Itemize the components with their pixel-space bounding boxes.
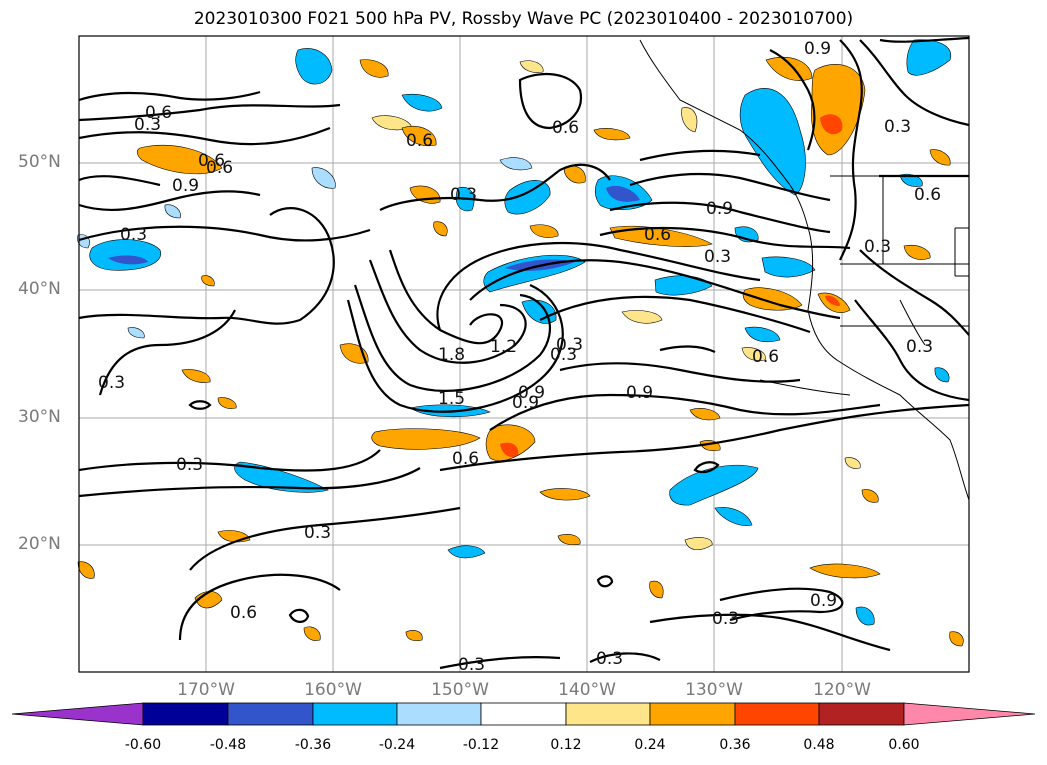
contour-label: 0.6 xyxy=(198,151,225,171)
lon-label: 130°W xyxy=(685,680,743,700)
coastlines-borders xyxy=(639,39,970,501)
lon-label: 170°W xyxy=(177,680,235,700)
contour-label: 0.3 xyxy=(458,655,485,675)
colorbar-segment xyxy=(142,702,229,726)
contour-label: 0.3 xyxy=(712,609,739,629)
colorbar-segment xyxy=(818,702,905,726)
contour-label: 0.3 xyxy=(906,337,933,357)
colorbar-tick-label: -0.48 xyxy=(209,737,247,753)
contour-label: 0.3 xyxy=(304,523,331,543)
lat-label: 30°N xyxy=(18,407,61,427)
map-title: 2023010300 F021 500 hPa PV, Rossby Wave … xyxy=(193,9,854,29)
contour-label: 1.8 xyxy=(438,345,465,365)
lon-label: 150°W xyxy=(431,680,489,700)
contour-label: 0.6 xyxy=(452,449,479,469)
contour-label: 0.3 xyxy=(596,649,623,669)
contour-label: 0.6 xyxy=(552,118,579,138)
contour-label: 0.6 xyxy=(914,185,941,205)
contour-label: 0.9 xyxy=(518,383,545,403)
colorbar-tick-label: 0.36 xyxy=(719,737,751,753)
contour-label: 0.3 xyxy=(556,335,583,355)
contour-label: 0.6 xyxy=(406,131,433,151)
colorbar-tick-label: 0.60 xyxy=(888,737,920,753)
contour-label: 0.6 xyxy=(230,603,257,623)
lat-label: 40°N xyxy=(18,279,61,299)
colorbar-tick-label: 0.48 xyxy=(803,737,835,753)
colorbar-tick-label: 0.12 xyxy=(550,737,582,753)
contour-label: 0.3 xyxy=(884,117,911,137)
lat-label: 50°N xyxy=(18,152,61,172)
plot-frame xyxy=(78,35,970,673)
contour-label: 0.9 xyxy=(810,591,837,611)
colorbar-extend-low xyxy=(11,702,144,726)
colorbar-segment xyxy=(649,702,736,726)
colorbar-segment xyxy=(312,702,398,726)
contour-label: 1.2 xyxy=(490,337,517,357)
contour-label: 0.3 xyxy=(134,115,161,135)
colorbar-tick-label: -0.24 xyxy=(378,737,416,753)
contour-label: 0.3 xyxy=(864,237,891,257)
lon-label: 160°W xyxy=(304,680,362,700)
contour-label: 0.3 xyxy=(704,247,731,267)
colorbar-tick-label: -0.36 xyxy=(294,737,332,753)
contour-label: 0.6 xyxy=(206,158,233,178)
contour-label: 0.9 xyxy=(512,393,539,413)
colorbar-extend-high xyxy=(903,702,1036,726)
colorbar-tick-label: -0.12 xyxy=(462,737,500,753)
pv-contours xyxy=(78,36,970,670)
contour-label: 0.9 xyxy=(626,383,653,403)
contour-label: 0.3 xyxy=(120,225,147,245)
lat-label: 20°N xyxy=(18,534,61,554)
colorbar-tick-label: 0.24 xyxy=(634,737,666,753)
colorbar-segment xyxy=(480,702,567,726)
contour-label: 0.6 xyxy=(145,103,172,123)
colorbar-segment xyxy=(396,702,482,726)
lon-label: 140°W xyxy=(558,680,616,700)
contour-label: 0.3 xyxy=(98,373,125,393)
contour-label: 0.9 xyxy=(706,199,733,219)
contour-labels: 0.6 0.3 0.6 0.9 0.6 0.3 0.3 0.6 0.9 0.6 … xyxy=(98,39,941,675)
contour-label: 0.6 xyxy=(644,225,671,245)
contour-label: 0.3 xyxy=(450,185,477,205)
contour-label: 0.6 xyxy=(752,347,779,367)
contour-label: 0.3 xyxy=(550,345,577,365)
contour-label: 0.3 xyxy=(176,455,203,475)
contour-label: 0.9 xyxy=(172,176,199,196)
colorbar xyxy=(11,702,1036,726)
contour-label: 1.5 xyxy=(438,389,465,409)
lon-label: 120°W xyxy=(813,680,871,700)
contour-label: 0.9 xyxy=(804,39,831,59)
colorbar-segment xyxy=(565,702,651,726)
colorbar-tick-label: -0.60 xyxy=(124,737,162,753)
colorbar-segment xyxy=(734,702,820,726)
colorbar-segment xyxy=(227,702,314,726)
